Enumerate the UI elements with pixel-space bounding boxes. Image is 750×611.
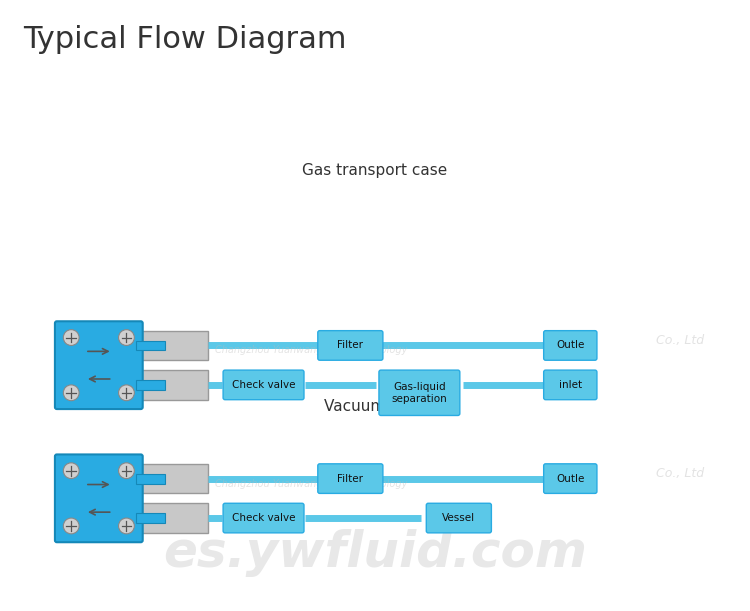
Text: Co., Ltd: Co., Ltd [656,334,704,347]
Circle shape [63,330,79,345]
Text: Check valve: Check valve [232,513,296,523]
Text: Check valve: Check valve [232,380,296,390]
FancyBboxPatch shape [55,455,142,542]
Text: inlet: inlet [559,380,582,390]
Bar [139,464,208,494]
FancyBboxPatch shape [544,464,597,494]
Text: Changzhou Yuanwang Fluid Technology: Changzhou Yuanwang Fluid Technology [214,345,407,356]
FancyBboxPatch shape [223,370,304,400]
Text: Co., Ltd: Co., Ltd [656,467,704,480]
Text: Gas transport case: Gas transport case [302,163,448,178]
FancyBboxPatch shape [544,331,597,360]
Text: Filter: Filter [338,340,363,351]
Text: Typical Flow Diagram: Typical Flow Diagram [22,25,347,54]
Circle shape [118,385,134,401]
Text: Vacuum case: Vacuum case [324,400,426,414]
Text: Gas-liquid
separation: Gas-liquid separation [392,382,447,404]
FancyBboxPatch shape [223,503,304,533]
Bar [136,340,166,350]
FancyBboxPatch shape [318,331,383,360]
Text: Changzhou Yuanwang Fluid Technology: Changzhou Yuanwang Fluid Technology [214,478,407,489]
Bar [139,331,208,360]
FancyBboxPatch shape [318,464,383,494]
FancyBboxPatch shape [55,321,142,409]
Bar [136,513,166,523]
FancyBboxPatch shape [544,370,597,400]
Bar [136,380,166,390]
Text: Outle: Outle [556,340,584,351]
Bar [139,503,208,533]
Circle shape [63,463,79,478]
Circle shape [118,330,134,345]
Circle shape [118,463,134,478]
Bar [136,474,166,483]
FancyBboxPatch shape [426,503,491,533]
FancyBboxPatch shape [379,370,460,415]
Bar [139,370,208,400]
Text: Vessel: Vessel [442,513,476,523]
Circle shape [63,385,79,401]
Circle shape [63,518,79,534]
Text: Filter: Filter [338,474,363,483]
Circle shape [118,518,134,534]
Text: es.ywfluid.com: es.ywfluid.com [163,529,587,577]
Text: Outle: Outle [556,474,584,483]
